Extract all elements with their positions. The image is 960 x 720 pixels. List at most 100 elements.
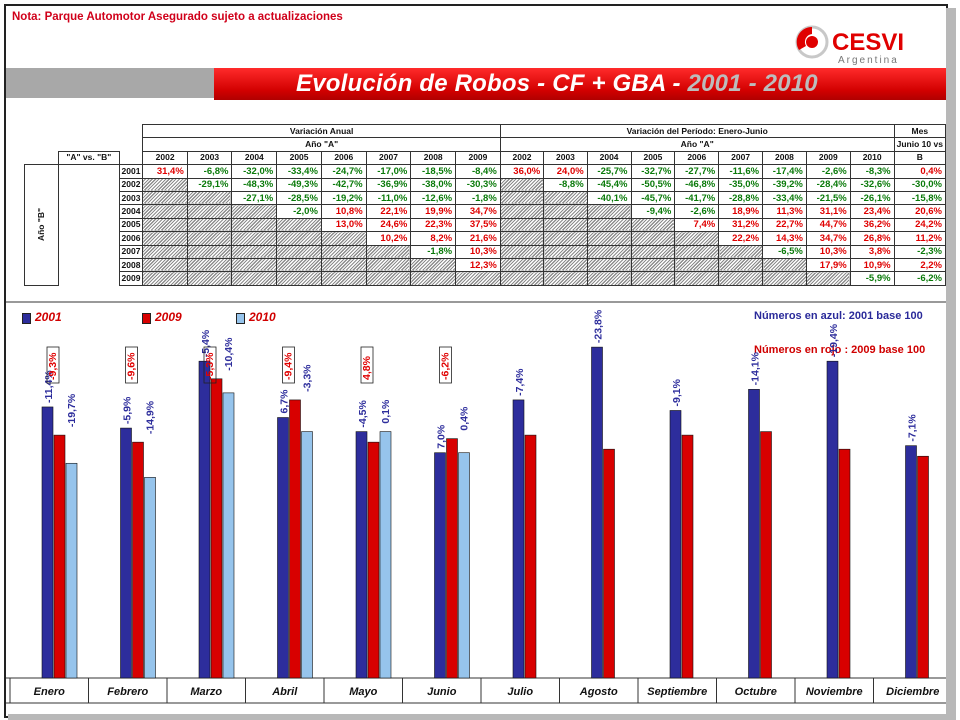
slide-frame: Nota: Parque Automotor Asegurado sujeto … (4, 4, 948, 718)
data-label-box (46, 346, 60, 384)
annual-cell (186, 204, 233, 219)
annual-cell (410, 271, 457, 286)
bar-2001 (826, 360, 839, 679)
data-label-2009: 4,8% (361, 355, 373, 380)
legend-label-2001: 2001 (35, 310, 62, 324)
legend-swatch-2001 (22, 313, 31, 324)
x-tick-label: Noviembre (806, 686, 863, 698)
data-label-2009: -9,6% (126, 352, 138, 380)
data-label-2010: 0,4% (459, 406, 471, 431)
bar-2001 (355, 431, 368, 679)
annual-year-header: 2009 (455, 150, 501, 166)
x-tick-label: Diciembre (886, 686, 939, 698)
legend-swatch-2010 (236, 313, 245, 324)
bar-2009 (838, 448, 851, 679)
x-tick-label: Septiembre (647, 686, 707, 698)
x-tick-label: Octubre (735, 686, 777, 698)
data-label-2001: -7,4% (514, 368, 526, 396)
bar-2010 (65, 462, 78, 679)
period-cell (805, 271, 851, 286)
annual-cell (231, 244, 278, 259)
frame-shadow-right (946, 8, 956, 716)
annual-cell (455, 271, 501, 286)
annual-header: Variación Anual (142, 123, 501, 139)
note-text: Nota: Parque Automotor Asegurado sujeto … (12, 11, 343, 23)
x-tick-label: Febrero (107, 686, 148, 698)
period-subheader: Año "A" (499, 137, 895, 152)
row-year: 2009 (118, 271, 144, 286)
bar-2009 (367, 441, 380, 679)
bar-2009 (53, 434, 66, 679)
annual-cell (142, 204, 188, 219)
title-main: Evolución de Robos - CF + GBA - (296, 70, 681, 97)
data-label-2010: -19,7% (66, 393, 78, 427)
annual-cell (276, 271, 322, 286)
period-cell (674, 231, 720, 246)
bar-2001 (41, 406, 54, 679)
annual-cell (142, 271, 188, 286)
period-year-header: 2007 (718, 150, 764, 166)
data-label-2010: -10,4% (223, 337, 235, 371)
data-label-2009: -9,3% (47, 352, 59, 380)
period-year-header: 2008 (762, 150, 807, 166)
bar-2001 (120, 427, 132, 679)
data-label-2010: -3,3% (302, 364, 314, 392)
table-row: 2004 -2,0% 10,8% 22,1% 19,9% 34,7% -9,4% -2,6% 1… (25, 204, 946, 219)
bar-2009 (210, 378, 223, 679)
period-cell (586, 271, 632, 286)
table-row: 2009 -5,9% -6,2% (25, 271, 946, 286)
legend-label-2010: 2010 (249, 310, 276, 324)
title-band-red (214, 68, 946, 100)
data-label-2001: 7,0% (436, 424, 448, 449)
period-cell (762, 257, 807, 273)
data-label-box (439, 346, 452, 384)
table-row: 2007 -1,8% 10,3% -6,5% 10,3% 3,8% -2,3% (25, 244, 946, 259)
bar-2001 (512, 399, 525, 679)
data-label-2001: -5,9% (122, 396, 134, 424)
bar-2001 (591, 346, 603, 679)
bar-2009 (603, 448, 615, 679)
annual-cell (186, 231, 233, 246)
bar-2001 (905, 445, 917, 679)
data-label-2001: -5,4% (200, 329, 212, 357)
period-cell (718, 271, 764, 286)
x-tick-label: Mayo (349, 686, 377, 698)
monthly-bar-chart: Enero -11,4% -19,7% -9,3% Febrero -5,9% -14,9%… (6, 301, 946, 704)
table-row: 2006 10,2% 8,2% 21,6% 22,2% 14,3% 34,7% 26,8% 11… (25, 231, 946, 246)
note-blue-base: Números en azul: 2001 base 100 (754, 310, 923, 322)
title-years: 2001 - 2010 (687, 70, 818, 97)
bar-2009 (132, 441, 144, 679)
bar-2009 (917, 455, 929, 679)
period-cell (543, 257, 588, 273)
bar-2009 (524, 434, 537, 679)
data-label-2001: -11,4% (43, 370, 55, 403)
x-tick-label: Junio (427, 686, 457, 698)
data-label-2001: 6,7% (279, 389, 291, 414)
annual-cell (320, 231, 367, 246)
data-label-2001: -4,5% (357, 400, 369, 428)
annual-cell (276, 257, 322, 273)
x-tick-label: Agosto (579, 686, 618, 698)
bar-2010 (379, 431, 392, 679)
period-cell (762, 271, 807, 286)
annual-cell (142, 190, 188, 206)
period-cell (499, 257, 545, 273)
data-label-2001: -23,8% (593, 309, 605, 343)
x-tick-label: Abril (271, 686, 298, 698)
data-label-2009: -6,2% (440, 352, 452, 380)
slide-title: Evolución de Robos - CF + GBA - 2001 - 2… (296, 70, 818, 98)
data-label-2001: -9,1% (671, 378, 683, 406)
annual-cell (276, 244, 322, 259)
logo-country: Argentina (838, 55, 899, 66)
bar-2009 (760, 431, 772, 679)
annual-cell (231, 257, 278, 273)
period-cell (499, 217, 545, 233)
cesvi-logo: CESVI Argentina (795, 25, 904, 66)
annual-cell (186, 271, 233, 286)
frame-shadow-bottom (8, 714, 956, 720)
bar-2010 (458, 452, 470, 679)
annual-year-header: 2005 (276, 150, 322, 166)
annual-cell (142, 244, 188, 259)
month-cell: -6,2% (893, 271, 946, 286)
bar-2009 (446, 438, 458, 679)
